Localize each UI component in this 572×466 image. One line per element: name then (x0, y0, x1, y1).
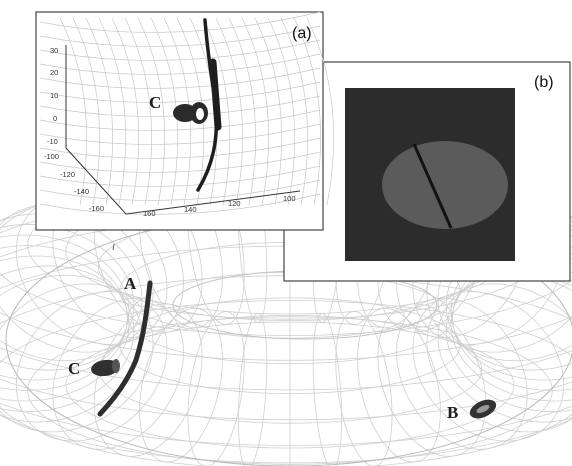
x-tick-label: 160 (143, 209, 156, 218)
panel-b-disk (382, 141, 508, 229)
blob-b (469, 399, 497, 419)
x-tick-label: 140 (184, 205, 197, 214)
y-tick-label: -160 (89, 204, 104, 213)
panel-a-grid-line (39, 137, 321, 159)
z-tick-label: -10 (47, 137, 58, 146)
inset-blob-c (173, 102, 208, 124)
panel-a-grid-line (241, 17, 269, 206)
torus-parallel (27, 316, 553, 465)
panel-a-grid-line (39, 39, 321, 61)
blob-c (91, 359, 120, 377)
panel-a-grid-line (202, 17, 230, 206)
panel-b-label: (b) (534, 74, 554, 91)
trajectory-a (97, 280, 153, 417)
panel-a-grid-line (39, 179, 321, 201)
z-tick-label: 10 (50, 91, 58, 100)
torus-wireframe (0, 166, 572, 466)
label-b: B (447, 403, 458, 422)
y-tick-label: -100 (44, 152, 59, 161)
x-tick-label: 120 (228, 199, 241, 208)
panel-a-grid-line (59, 17, 87, 206)
panel-a-grid-line (254, 17, 282, 206)
panel-a-grid-line (39, 67, 321, 89)
torus-parallel (0, 275, 572, 464)
y-tick-label: -120 (60, 170, 75, 179)
panel-a-grid-line (111, 17, 139, 206)
panel-a-grid-line (39, 151, 321, 173)
panel-a-grid-line (39, 193, 321, 215)
panel-a-grid-line (39, 25, 321, 47)
panel-a-grid-line (228, 17, 256, 206)
y-tick-label: -140 (74, 187, 89, 196)
panel-a-grid-line (39, 81, 321, 103)
panel-a-grid-line (98, 17, 126, 206)
panel-a-grid-line (124, 17, 152, 206)
panel-b: (b) (283, 61, 571, 282)
panel-a-label: (a) (292, 25, 312, 42)
panel-a-grid-line (280, 17, 308, 206)
panel-a-grid-line (39, 53, 321, 75)
panel-b-line (412, 143, 453, 229)
torus-mark (112, 243, 115, 251)
panel-a-grid-line (39, 123, 321, 145)
panel-a-grid-line (72, 17, 100, 206)
panel-a-grid-line (267, 17, 295, 206)
z-tick-label: 20 (50, 68, 58, 77)
panel-a-grid-line (137, 17, 165, 206)
panel-a-grid-line (39, 109, 321, 131)
torus-meridian (396, 297, 528, 450)
label-a: A (124, 274, 137, 293)
panel-a-grid-line (39, 165, 321, 187)
z-tick-label: 0 (53, 114, 57, 123)
label-c: C (68, 359, 80, 378)
panel-a-grid-line (150, 17, 178, 206)
inset-trajectory-thick (209, 58, 222, 131)
z-tick-label: 30 (50, 46, 58, 55)
torus-parallel (65, 321, 515, 449)
torus-parallel (0, 300, 572, 466)
inset-label-c: C (149, 93, 161, 112)
panel-a-grid-line (39, 11, 321, 33)
x-tick-label: 100 (283, 194, 296, 203)
panel-a-grid-line (306, 17, 334, 206)
panel-a-grid-line (85, 17, 113, 206)
